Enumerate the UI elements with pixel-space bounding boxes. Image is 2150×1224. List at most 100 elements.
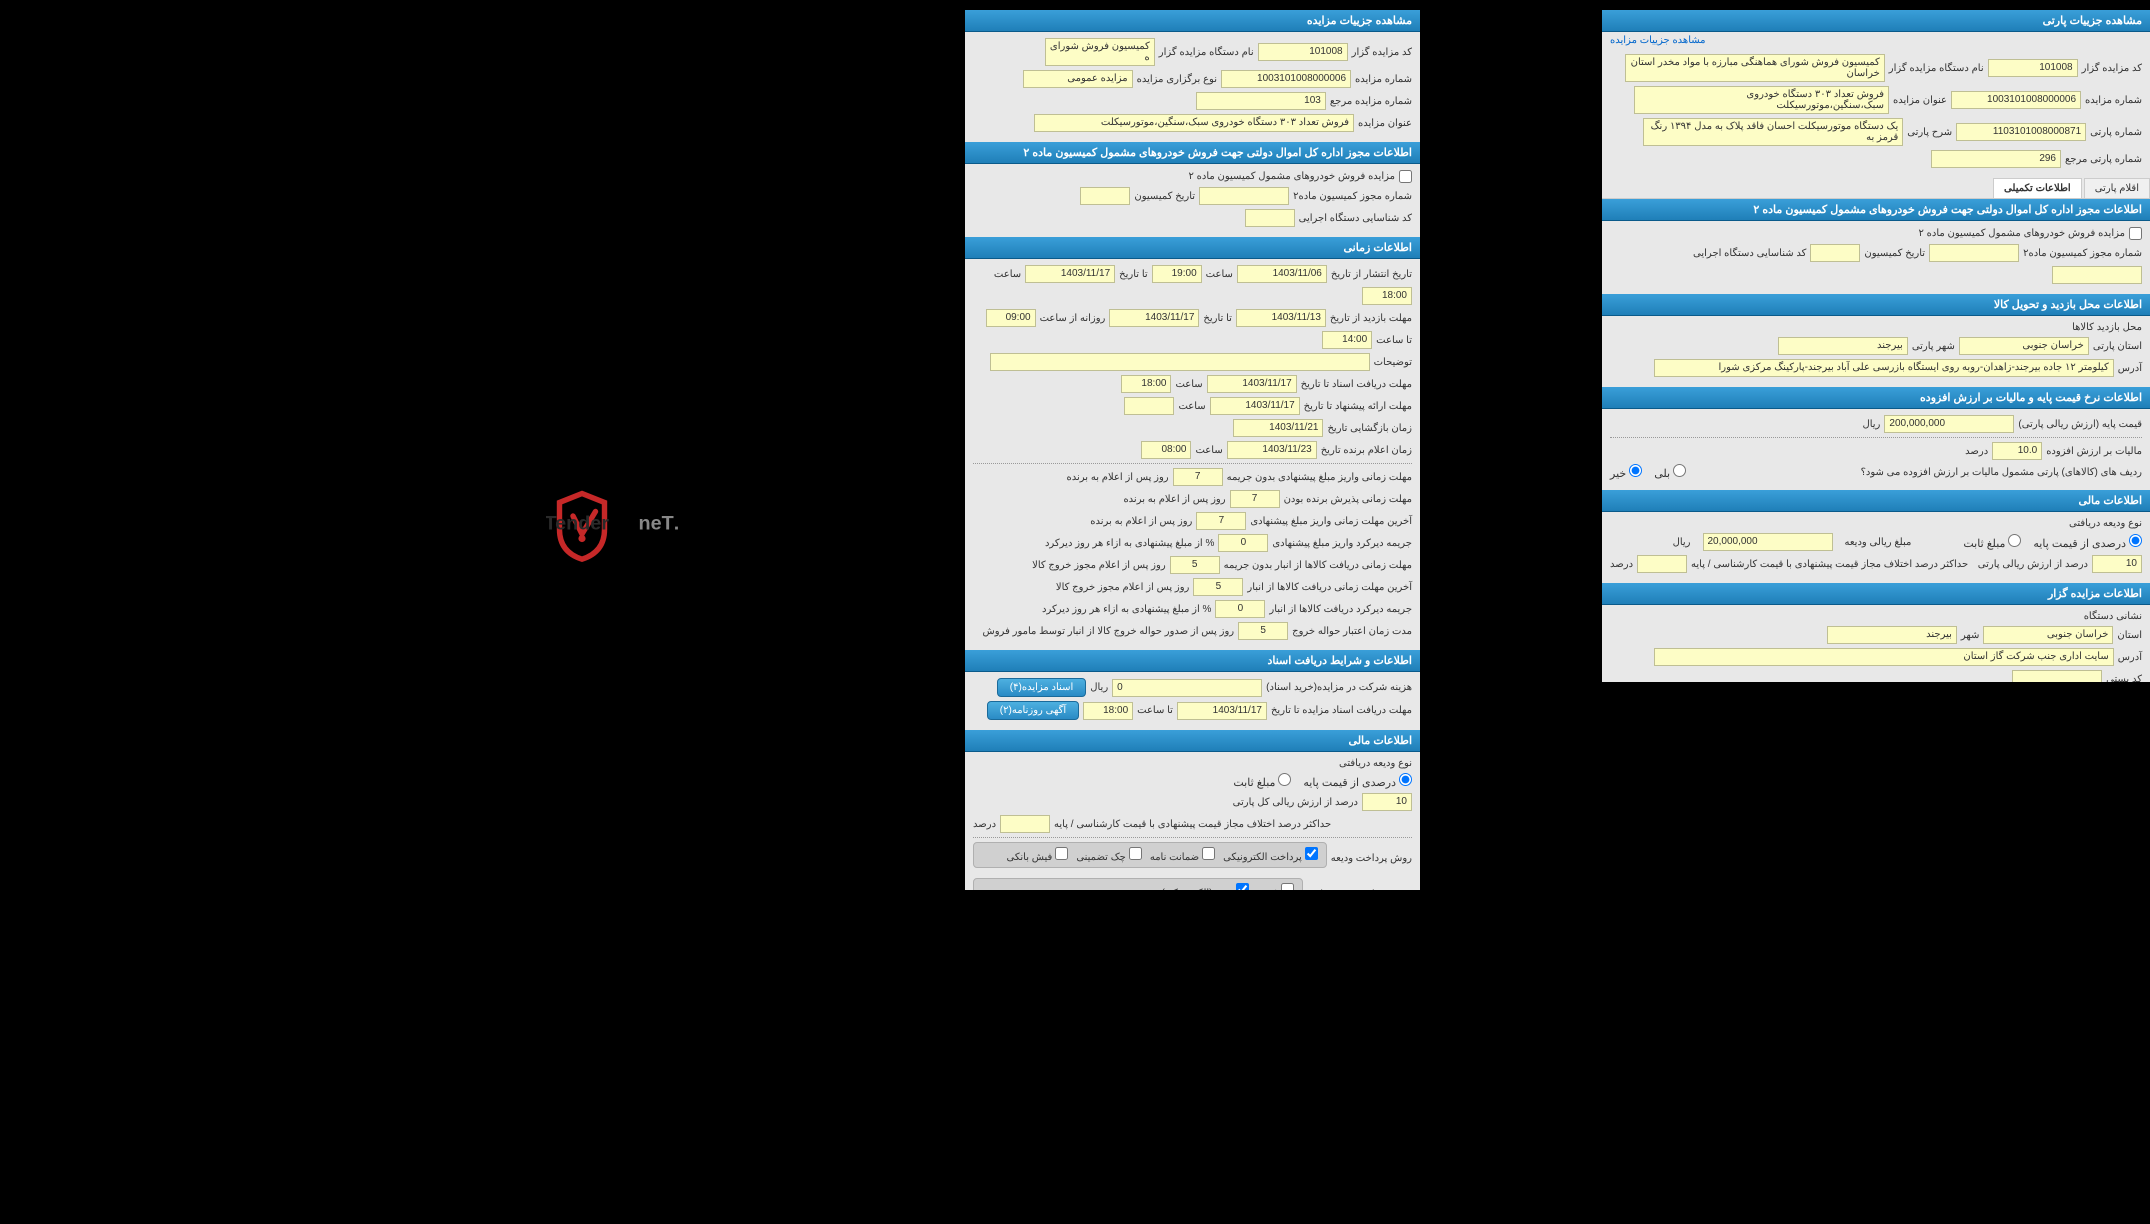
label-p-number: شماره مزایده <box>2085 95 2142 106</box>
radio-no[interactable] <box>1629 464 1642 477</box>
label-p-pct-suffix: درصد از ارزش ریالی پارتی <box>1978 559 2088 570</box>
field-p-amount: 20,000,000 <box>1703 533 1833 551</box>
radio-p-fixed-label[interactable]: مبلغ ثابت <box>1963 534 2021 550</box>
label-permit-no: شماره مجوز کمیسیون ماده۲ <box>1293 191 1412 202</box>
field-org-city: بیرجند <box>1827 626 1957 644</box>
radio-pct[interactable] <box>1399 773 1412 786</box>
field-postal <box>2012 670 2102 682</box>
field-doc-receive: 1403/11/17 <box>1207 375 1297 393</box>
label-p-partyno: شماره پارتی <box>2090 127 2142 138</box>
radio-no-label[interactable]: خیر <box>1610 464 1642 480</box>
chk-cash-label[interactable]: نقدی(الکترونیکی) <box>1161 883 1249 890</box>
deadline-label: آخرین مهلت زمانی واریز مبلغ پیشنهادی <box>1250 516 1412 527</box>
deadline-row: مهلت زمانی واریز مبلغ پیشنهادی بدون جریم… <box>973 468 1412 486</box>
field-open: 1403/11/21 <box>1233 419 1323 437</box>
field-winner-time: 08:00 <box>1141 441 1191 459</box>
btn-auction-docs[interactable]: اسناد مزایده(۴) <box>997 678 1086 697</box>
label-vat: مالیات بر ارزش افزوده <box>2046 446 2142 457</box>
deadline-row: آخرین مهلت زمانی دریافت کالاها از انبار … <box>973 578 1412 596</box>
field-doc-deadline-time: 18:00 <box>1083 702 1133 720</box>
label-p-permitno: شماره مجوز کمیسیون ماده۲ <box>2023 248 2142 259</box>
field-publish-to: 1403/11/17 <box>1025 265 1115 283</box>
deadline-value: 7 <box>1230 490 1280 508</box>
field-permit-no <box>1199 187 1289 205</box>
deadline-label: جریمه دیرکرد واریز مبلغ پیشنهادی <box>1272 538 1412 549</box>
p-permit-area: مزایده فروش خودروهای مشمول کمیسیون ماده … <box>1602 221 2150 294</box>
label-p-code: کد مزایده گزار <box>2082 63 2142 74</box>
label-deposit-method: روش پرداخت ودیعه <box>1331 853 1412 864</box>
chk-cash[interactable] <box>1236 883 1249 890</box>
radio-p-pct[interactable] <box>2129 534 2142 547</box>
label-auction-pay: روش پرداخت وجه مزایده <box>1307 889 1412 891</box>
radio-fixed[interactable] <box>1278 773 1291 786</box>
label-p-amount: مبلغ ریالی ودیعه <box>1845 537 1912 548</box>
chk-guarantee[interactable] <box>1202 847 1215 860</box>
chk-epay-label[interactable]: پرداخت الکترونیکی <box>1223 847 1318 863</box>
header-p-price: اطلاعات نرخ قیمت پایه و مالیات بر ارزش ا… <box>1602 387 2150 409</box>
chk-guarantee-label[interactable]: ضمانت نامه <box>1150 847 1215 863</box>
radio-yes[interactable] <box>1673 464 1686 477</box>
chk-bank-label[interactable]: فیش بانکی <box>1007 847 1069 863</box>
radio-pct-label[interactable]: درصدی از قیمت پایه <box>1303 773 1412 789</box>
deadline-suffix: % از مبلغ پیشنهادی به ازاء هر روز دیرکرد <box>1045 538 1214 549</box>
label-diff-suffix: درصد <box>973 819 996 830</box>
deadline-suffix: روز پس از اعلام مجوز خروج کالا <box>1056 582 1190 593</box>
deadline-value: 0 <box>1218 534 1268 552</box>
radio-yes-label[interactable]: بلی <box>1654 464 1686 480</box>
deadline-row: مهلت زمانی دریافت کالاها از انبار بدون ج… <box>973 556 1412 574</box>
field-p-desc: یک دستگاه موتورسیکلت احسان فاقد پلاک به … <box>1643 118 1903 146</box>
field-p-org: کمیسیون فروش شورای هماهنگی مبارزه با موا… <box>1625 54 1885 82</box>
label-daily-from: روزانه از ساعت <box>1040 313 1106 324</box>
label-auction-number: شماره مزایده <box>1355 74 1412 85</box>
deadline-suffix: روز پس از صدور حواله خروج کالا از انبار … <box>983 626 1235 637</box>
field-p-permitno <box>1929 244 2019 262</box>
label-doc-receive: مهلت دریافت اسناد تا تاریخ <box>1301 379 1412 390</box>
auction-detail-panel: مشاهده جزییات مزایده کد مزایده گزار 1010… <box>965 10 1420 890</box>
deadline-suffix: % از مبلغ پیشنهادی به ازاء هر روز دیرکرد <box>1042 604 1211 615</box>
label-p-org: نام دستگاه مزایده گزار <box>1889 63 1984 74</box>
label-auction-title: عنوان مزایده <box>1358 118 1412 129</box>
field-publish-from-time: 19:00 <box>1152 265 1202 283</box>
radio-fixed-label[interactable]: مبلغ ثابت <box>1233 773 1291 789</box>
field-org-province: خراسان جنوبی <box>1983 626 2113 644</box>
radio-p-pct-label[interactable]: درصدی از قیمت پایه <box>2033 534 2142 550</box>
label-currency-3: ریال <box>1673 537 1691 548</box>
deadline-label: جریمه دیرکرد دریافت کالاها از انبار <box>1269 604 1412 615</box>
tab-bar: اقلام پارتی اطلاعات تکمیلی <box>1602 178 2150 199</box>
deadline-value: 0 <box>1215 600 1265 618</box>
deadline-label: مهلت زمانی واریز مبلغ پیشنهادی بدون جریم… <box>1227 472 1412 483</box>
chk-permit[interactable] <box>1399 170 1412 183</box>
chk-slip-label[interactable]: فیش <box>1257 883 1294 890</box>
deadline-value: 5 <box>1170 556 1220 574</box>
label-visit-from: مهلت بازدید از تاریخ <box>1330 313 1412 324</box>
label-hour-5: ساعت <box>1195 445 1222 456</box>
tab-party-items[interactable]: اقلام پارتی <box>2084 178 2150 198</box>
chk-check[interactable] <box>1129 847 1142 860</box>
header-party-main: مشاهده جزییات پارتی <box>1602 10 2150 32</box>
link-auction-details[interactable]: مشاهده جزییات مزایده <box>1610 35 1706 46</box>
party-basic-info: کد مزایده گزار 101008 نام دستگاه مزایده … <box>1602 48 2150 178</box>
header-doc-terms: اطلاعات و شرایط دریافت اسناد <box>965 650 1420 672</box>
field-org-name: کمیسیون فروش شورای ه <box>1045 38 1155 66</box>
chk-slip[interactable] <box>1281 883 1294 890</box>
field-auction-title: فروش تعداد ۳۰۳ دستگاه خودروی سبک،سنگین،م… <box>1034 114 1354 132</box>
label-org-address: آدرس <box>2118 652 2142 663</box>
field-doc-receive-time: 18:00 <box>1121 375 1171 393</box>
field-doc-cost: 0 <box>1112 679 1262 697</box>
radio-p-fixed[interactable] <box>2008 534 2021 547</box>
chk-check-label[interactable]: چک تضمینی <box>1076 847 1142 863</box>
field-p-number: 1003101008000006 <box>1951 91 2081 109</box>
p-org-area: نشانی دستگاه استان خراسان جنوبی شهر بیرج… <box>1602 605 2150 682</box>
deadline-row: جریمه دیرکرد واریز مبلغ پیشنهادی 0 % از … <box>973 534 1412 552</box>
field-publish-to-time: 18:00 <box>1362 287 1412 305</box>
chk-p-permit[interactable] <box>2129 227 2142 240</box>
chk-epay[interactable] <box>1305 847 1318 860</box>
field-p-ref: 296 <box>1931 150 2061 168</box>
party-detail-panel: مشاهده جزییات پارتی مشاهده جزییات مزایده… <box>1602 10 2150 682</box>
deadline-suffix: روز پس از اعلام مجوز خروج کالا <box>1032 560 1166 571</box>
label-doc-deadline: مهلت دریافت اسناد مزایده تا تاریخ <box>1271 705 1412 716</box>
chk-bank[interactable] <box>1055 847 1068 860</box>
label-vat-q: ردیف های (کالاهای) پارتی مشمول مالیات بر… <box>1861 467 2142 478</box>
tab-extra-info[interactable]: اطلاعات تکمیلی <box>1993 178 2082 198</box>
btn-newspaper-ad[interactable]: آگهی روزنامه(۲) <box>987 701 1079 720</box>
